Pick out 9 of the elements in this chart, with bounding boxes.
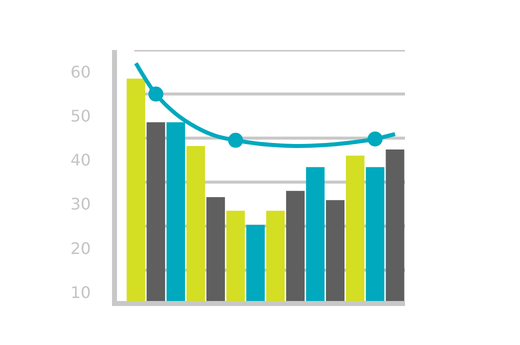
point [148, 86, 164, 102]
y-tick-label: 30 [70, 194, 91, 214]
y-tick-label: 50 [70, 106, 91, 126]
y-tick-label: 60 [70, 62, 91, 82]
point [228, 132, 244, 148]
y-tick-label: 20 [70, 238, 91, 258]
y-tick-label: 10 [70, 282, 91, 302]
point [368, 131, 383, 146]
y-tick-label: 40 [70, 150, 91, 170]
